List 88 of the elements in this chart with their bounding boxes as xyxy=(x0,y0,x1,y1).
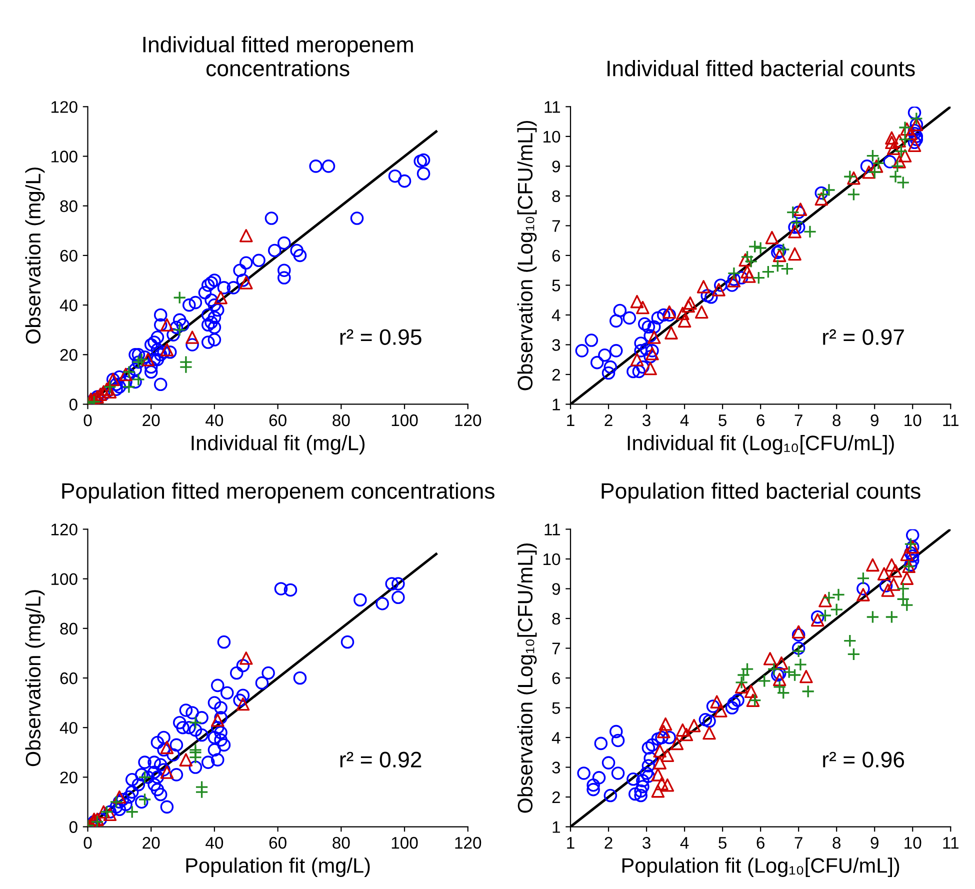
x-tick-label: 7 xyxy=(794,414,802,426)
x-tick-label: 3 xyxy=(642,414,650,426)
y-tick-label: 100 xyxy=(51,150,78,162)
chart-title: Population fitted bacterial counts xyxy=(602,482,920,504)
x-tick-label: 1 xyxy=(567,414,574,426)
x-tick-label: 20 xyxy=(142,836,160,849)
y-tick-label: 100 xyxy=(51,573,78,586)
annotation: r² = 0.97 xyxy=(823,329,904,345)
y-tick-label: 9 xyxy=(552,160,560,172)
y-tick-label: 2 xyxy=(552,791,560,804)
y-tick-label: 9 xyxy=(552,583,560,595)
y-tick-label: 1 xyxy=(552,398,560,410)
x-tick-label: 2 xyxy=(604,836,612,849)
y-tick-label: 3 xyxy=(552,339,560,351)
y-axis-title: Observation (Log₁₀[CFU/mL]) xyxy=(517,544,537,813)
x-tick-label: 5 xyxy=(718,414,726,426)
y-tick-label: 11 xyxy=(544,101,560,113)
x-tick-label: 6 xyxy=(756,836,764,849)
y-tick-label: 6 xyxy=(552,672,560,684)
x-tick-label: 0 xyxy=(84,414,92,426)
chart-title: Individual fitted meropenem concentrations xyxy=(143,36,413,76)
y-axis-title: Observation (mg/L) xyxy=(25,590,45,766)
x-tick-label: 5 xyxy=(718,837,726,849)
y-tick-label: 60 xyxy=(60,250,78,262)
y-tick-label: 4 xyxy=(552,310,560,322)
annotation: r² = 0.92 xyxy=(340,752,422,768)
x-tick-label: 9 xyxy=(870,836,878,849)
y-axis-title: Observation (mg/L) xyxy=(25,168,45,344)
y-tick-label: 10 xyxy=(544,130,560,143)
y-tick-label: 11 xyxy=(544,524,560,536)
y-tick-label: 6 xyxy=(552,250,560,262)
x-tick-label: 10 xyxy=(904,414,922,426)
y-tick-label: 7 xyxy=(552,642,560,654)
y-tick-label: 10 xyxy=(544,553,560,566)
y-tick-label: 40 xyxy=(60,722,78,734)
x-tick-label: 10 xyxy=(904,836,922,849)
x-tick-label: 2 xyxy=(604,414,612,426)
x-axis-title: Individual fit (Log₁₀[CFU/mL]) xyxy=(628,435,894,454)
x-axis-title: Individual fit (mg/L) xyxy=(192,435,365,454)
x-axis-title: Population fit (Log₁₀[CFU/mL]) xyxy=(622,858,900,878)
y-tick-label: 80 xyxy=(60,622,78,635)
y-tick-label: 8 xyxy=(552,612,560,625)
annotation: r² = 0.96 xyxy=(823,752,904,768)
y-tick-label: 60 xyxy=(60,672,78,684)
x-tick-label: 0 xyxy=(84,836,92,849)
x-tick-label: 4 xyxy=(680,414,689,426)
x-tick-label: 11 xyxy=(943,837,958,849)
x-tick-label: 6 xyxy=(756,414,764,426)
y-tick-label: 80 xyxy=(60,200,78,212)
x-tick-label: 120 xyxy=(455,414,482,426)
x-tick-label: 120 xyxy=(455,836,482,849)
x-tick-label: 11 xyxy=(943,414,958,426)
y-tick-label: 20 xyxy=(60,349,78,361)
x-tick-label: 60 xyxy=(269,414,286,426)
x-tick-label: 9 xyxy=(870,414,878,426)
x-tick-label: 100 xyxy=(392,414,418,426)
y-axis-title: Observation (Log₁₀[CFU/mL]) xyxy=(517,120,537,390)
y-tick-label: 5 xyxy=(552,280,560,292)
x-tick-label: 7 xyxy=(794,837,802,849)
y-tick-label: 2 xyxy=(552,368,560,381)
x-tick-label: 20 xyxy=(142,414,160,426)
x-tick-label: 40 xyxy=(206,414,224,426)
x-tick-label: 80 xyxy=(332,836,350,849)
y-tick-label: 3 xyxy=(552,762,560,774)
y-tick-label: 0 xyxy=(69,398,78,410)
x-tick-label: 4 xyxy=(680,837,689,849)
x-tick-label: 1 xyxy=(567,837,574,849)
y-tick-label: 20 xyxy=(60,772,78,784)
y-tick-label: 120 xyxy=(51,101,78,113)
y-tick-label: 4 xyxy=(552,732,560,744)
chart-title: Individual fitted bacterial counts xyxy=(608,60,915,76)
chart-title: Population fitted meropenem concentrations xyxy=(62,482,494,504)
y-tick-label: 40 xyxy=(60,299,78,312)
x-tick-label: 3 xyxy=(642,836,650,849)
x-axis-title: Population fit (mg/L) xyxy=(186,858,370,878)
annotation: r² = 0.95 xyxy=(340,329,422,345)
y-tick-label: 1 xyxy=(552,821,560,833)
x-tick-label: 80 xyxy=(332,414,350,426)
y-tick-label: 0 xyxy=(69,821,78,833)
x-tick-label: 60 xyxy=(269,836,286,849)
x-tick-label: 40 xyxy=(206,836,224,849)
x-tick-label: 100 xyxy=(392,836,418,849)
y-tick-label: 7 xyxy=(552,220,560,232)
y-tick-label: 5 xyxy=(552,702,560,714)
y-tick-label: 120 xyxy=(51,524,78,536)
x-tick-label: 8 xyxy=(832,414,840,426)
y-tick-label: 8 xyxy=(552,190,560,202)
x-tick-label: 8 xyxy=(832,836,840,849)
